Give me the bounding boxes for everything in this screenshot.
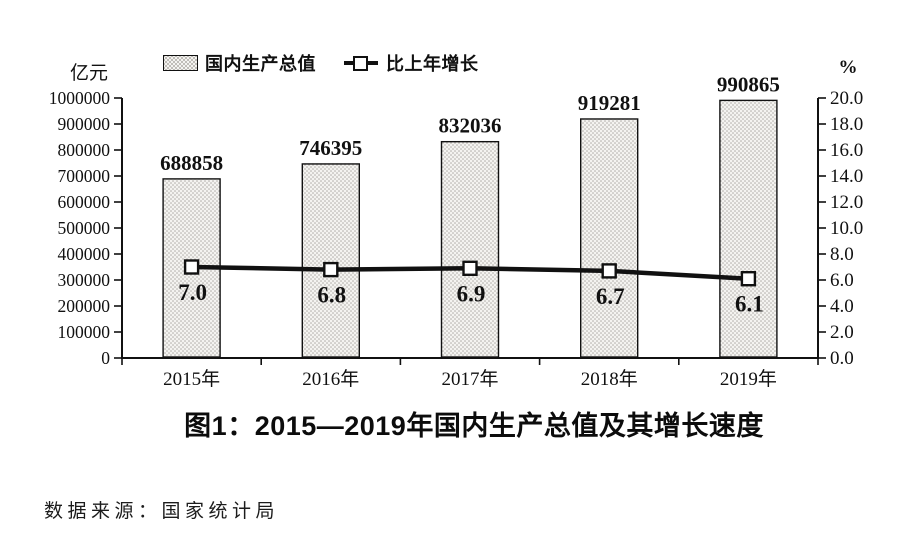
legend-label-gdp: 国内生产总值: [205, 54, 316, 74]
left-axis-tick-label: 300000: [58, 270, 111, 290]
growth-value-label: 6.7: [596, 284, 625, 309]
legend-label-growth: 比上年增长: [386, 54, 479, 74]
right-axis-tick-label: 10.0: [830, 218, 863, 239]
figure-title: 图1：2015—2019年国内生产总值及其增长速度: [184, 411, 764, 441]
growth-marker: [183, 259, 200, 275]
x-axis-category-label: 2015年: [163, 368, 220, 390]
growth-marker: [462, 260, 478, 276]
left-axis-tick-label: 500000: [58, 218, 111, 238]
right-axis-tick-label: 12.0: [830, 192, 863, 213]
right-axis-tick-label: 6.0: [830, 270, 854, 291]
hatched-bar-swatch-icon: [163, 55, 198, 71]
right-axis-tick-label: 2.0: [830, 322, 854, 343]
growth-value-label: 6.9: [457, 281, 486, 306]
gdp-bar: [301, 163, 360, 358]
gdp-bar: [440, 140, 500, 358]
line-square-marker-icon: [344, 55, 378, 71]
right-axis-tick-label: 20.0: [830, 88, 863, 109]
x-axis-category-label: 2018年: [581, 368, 638, 390]
growth-marker: [601, 263, 617, 279]
growth-value-label: 6.8: [317, 283, 346, 308]
left-axis-tick-label: 600000: [58, 192, 111, 212]
left-axis-tick-label: 900000: [58, 114, 111, 134]
right-axis-tick-label: 8.0: [830, 244, 854, 265]
growth-marker: [740, 271, 757, 287]
left-axis-unit-label: 亿元: [69, 63, 108, 84]
left-axis-tick-label: 800000: [58, 140, 111, 160]
x-axis-category-label: 2017年: [441, 368, 498, 390]
left-axis-tick-label: 200000: [58, 296, 111, 316]
gdp-bar-value-label: 919281: [578, 91, 641, 115]
legend-item-gdp: 国内生产总值: [163, 50, 316, 76]
right-axis-tick-label: 18.0: [830, 114, 863, 135]
growth-value-label: 6.1: [735, 292, 764, 317]
gdp-bar-value-label: 990865: [717, 72, 780, 96]
x-axis-category-label: 2019年: [720, 368, 777, 390]
gdp-bar-value-label: 746395: [299, 136, 362, 160]
right-axis-tick-label: 14.0: [830, 166, 863, 187]
right-axis-unit-label: %: [838, 57, 858, 78]
right-axis-tick-label: 0.0: [830, 348, 854, 369]
data-source-note: 数据来源：国家统计局: [44, 501, 280, 522]
x-axis-category-label: 2016年: [302, 368, 359, 390]
left-axis-tick-label: 0: [101, 348, 110, 368]
gdp-bar-value-label: 688858: [160, 151, 223, 175]
legend-item-growth: 比上年增长: [344, 50, 479, 76]
left-axis-tick-label: 400000: [58, 244, 111, 264]
gdp-bar: [580, 118, 639, 358]
gdp-bar: [719, 99, 778, 358]
growth-marker: [323, 261, 339, 278]
gdp-bar-value-label: 832036: [439, 114, 502, 138]
right-axis-tick-label: 16.0: [830, 140, 863, 161]
left-axis-tick-label: 700000: [58, 166, 111, 186]
right-axis-tick-label: 4.0: [830, 296, 854, 317]
growth-value-label: 7.0: [178, 280, 207, 305]
left-axis-tick-label: 1000000: [49, 88, 111, 108]
left-axis-tick-label: 100000: [58, 322, 111, 342]
